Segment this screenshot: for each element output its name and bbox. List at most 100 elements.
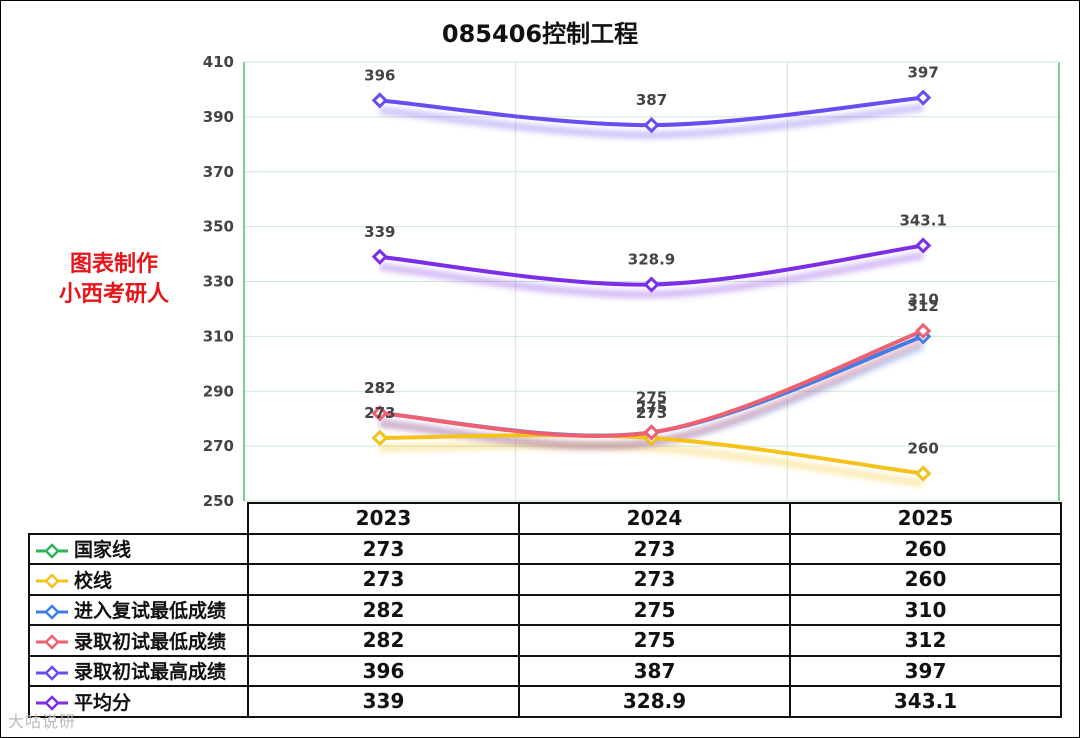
- legend-swatch-graphic: [36, 542, 68, 559]
- table-row-label: 录取初试最低成绩: [28, 624, 249, 657]
- table-cell: 273: [518, 532, 791, 565]
- table-row-label: 校线: [28, 563, 249, 596]
- table-cell: 273: [247, 563, 520, 596]
- series-shadow: [379, 441, 924, 488]
- table-cell: 275: [518, 624, 791, 657]
- data-label: 396: [364, 66, 395, 84]
- series-name: 校线: [74, 569, 113, 592]
- data-label: 273: [636, 404, 667, 422]
- table-header-row: 2023 2024 2025: [29, 502, 1062, 535]
- y-tick-label: 270: [203, 437, 234, 455]
- table-header-cell: 2024: [518, 502, 791, 535]
- data-label: 282: [364, 379, 395, 397]
- watermark-line-1: 图表制作: [69, 252, 158, 277]
- data-point-marker: [915, 237, 932, 254]
- data-point-marker: [643, 116, 660, 134]
- data-point-marker: [643, 276, 660, 293]
- table-cell: 328.9: [518, 685, 791, 718]
- y-tick-label: 310: [203, 327, 234, 345]
- table-corner: [29, 503, 249, 535]
- watermark-line-2: 小西考研人: [58, 282, 169, 307]
- legend-swatch-marker: [44, 695, 60, 712]
- legend-swatch-graphic: [36, 664, 68, 681]
- table-header-cell: 2023: [247, 502, 520, 535]
- data-label: 275: [636, 388, 667, 406]
- legend-swatch-icon: [34, 634, 70, 651]
- legend-swatch-graphic: [36, 573, 68, 590]
- data-label: 339: [364, 223, 395, 241]
- table-cell: 275: [518, 593, 791, 626]
- table-cell: 282: [247, 593, 520, 626]
- data-point-marker: [643, 424, 660, 441]
- table-cell: 273: [518, 563, 791, 596]
- legend-swatch-icon: [34, 573, 70, 590]
- y-tick-label: 330: [203, 273, 234, 291]
- table-row: 校线 273 273 260: [28, 563, 1062, 596]
- table-row: 录取初试最高成绩 396 387 397: [28, 654, 1062, 687]
- table-row-label: 进入复试最低成绩: [28, 593, 249, 626]
- series-name: 录取初试最高成绩: [74, 661, 227, 684]
- table-cell: 396: [247, 654, 520, 687]
- data-label: 282: [364, 379, 395, 397]
- y-tick-label: 370: [203, 163, 234, 181]
- series-shadow: [379, 104, 924, 139]
- data-label: 397: [908, 64, 939, 82]
- y-tick-label: 390: [203, 108, 234, 126]
- legend-swatch-graphic: [36, 603, 68, 620]
- data-point-marker: [915, 89, 932, 106]
- table-cell: 260: [789, 563, 1062, 596]
- table-row: 录取初试最低成绩 282 275 312: [28, 624, 1062, 657]
- series-name: 进入复试最低成绩: [74, 600, 227, 623]
- data-label: 387: [636, 91, 667, 109]
- legend-swatch-graphic: [36, 695, 68, 712]
- y-tick-label: 410: [203, 53, 234, 71]
- table-row-label: 录取初试最高成绩: [28, 654, 249, 687]
- data-label: 312: [908, 297, 939, 315]
- legend-swatch-icon: [34, 603, 70, 620]
- data-label: 275: [636, 398, 667, 416]
- data-label: 260: [908, 440, 939, 458]
- data-point-marker: [915, 322, 932, 340]
- chart-title: 085406控制工程: [441, 20, 639, 48]
- data-point-marker: [371, 429, 388, 447]
- legend-swatch-marker: [44, 603, 60, 620]
- data-table: 2023 2024 2025 国家线 273 273 260 校线 273 27…: [28, 502, 1062, 718]
- data-label: 328.9: [628, 251, 675, 269]
- table-row: 进入复试最低成绩 282 275 310: [28, 593, 1062, 626]
- data-label: 310: [908, 290, 939, 308]
- watermark-text: 图表制作 小西考研人: [30, 250, 198, 310]
- table-cell: 339: [247, 685, 520, 718]
- table-cell: 282: [247, 624, 520, 657]
- data-point-marker: [371, 405, 388, 422]
- series-name: 国家线: [74, 539, 132, 562]
- data-point-marker: [371, 92, 388, 109]
- legend-swatch-marker: [44, 542, 60, 559]
- table-row-label: 国家线: [28, 532, 249, 565]
- table-cell: 273: [247, 532, 520, 565]
- y-tick-label: 290: [203, 382, 234, 400]
- table-cell: 343.1: [789, 685, 1062, 718]
- legend-swatch-marker: [44, 664, 60, 681]
- table-cell: 310: [789, 593, 1062, 626]
- bottom-watermark: 大咕说研: [8, 712, 77, 731]
- table-cell: 312: [789, 624, 1062, 657]
- data-label: 343.1: [899, 212, 946, 230]
- table-row-label: 平均分: [28, 685, 249, 718]
- series-name: 录取初试最低成绩: [74, 630, 227, 653]
- legend-swatch-icon: [34, 542, 70, 559]
- legend-swatch-icon: [34, 695, 70, 712]
- series-shadow: [379, 252, 924, 299]
- data-label: 273: [364, 404, 395, 422]
- data-point-marker: [371, 248, 388, 265]
- legend-swatch-marker: [44, 634, 60, 651]
- y-tick-label: 350: [203, 218, 234, 236]
- table-cell: 397: [789, 654, 1062, 687]
- legend-swatch-marker: [44, 573, 60, 590]
- table-row: 平均分 339 328.9 343.1: [28, 685, 1062, 718]
- table-row: 国家线 273 273 260: [28, 532, 1062, 565]
- table-cell: 260: [789, 532, 1062, 565]
- series-name: 平均分: [74, 691, 132, 714]
- legend-swatch-graphic: [36, 634, 68, 651]
- table-cell: 387: [518, 654, 791, 687]
